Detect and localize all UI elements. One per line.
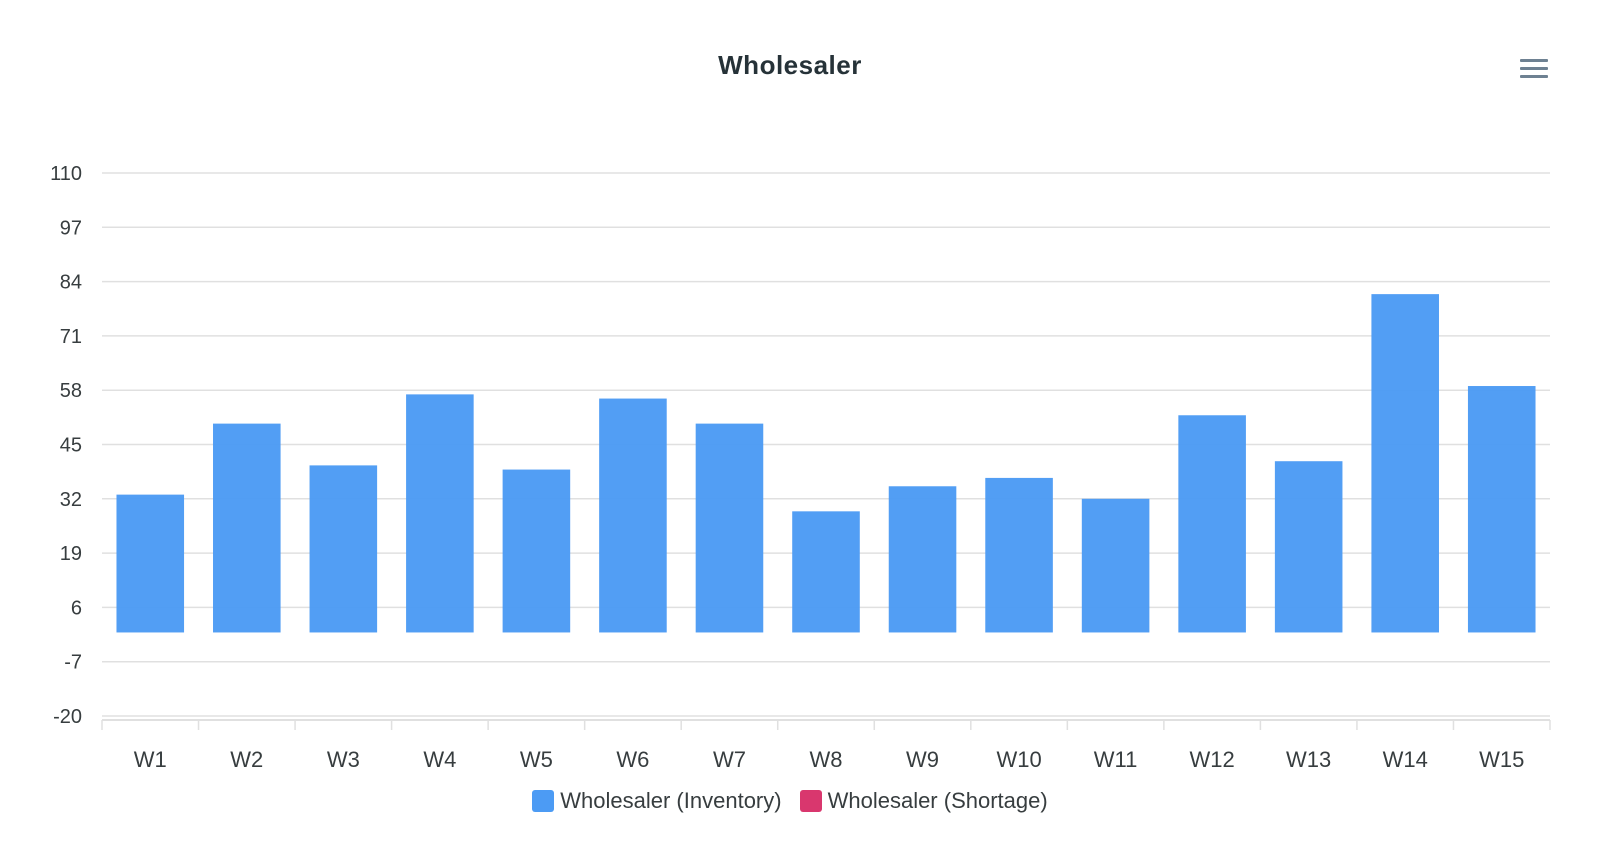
bar-w5-inventory [502, 469, 571, 633]
x-tick-label: W6 [616, 747, 649, 772]
chart-menu-button[interactable] [1518, 56, 1550, 82]
legend-item-shortage[interactable]: Wholesaler (Shortage) [799, 788, 1048, 814]
bar-w8-inventory [792, 511, 860, 633]
legend-marker [799, 790, 822, 812]
x-tick-label: W12 [1190, 747, 1235, 772]
legend-item-inventory[interactable]: Wholesaler (Inventory) [532, 788, 782, 814]
chart-legend: Wholesaler (Inventory) Wholesaler (Shorta… [0, 788, 1580, 814]
legend-marker [532, 790, 555, 812]
x-tick-label: W14 [1383, 747, 1428, 772]
y-tick-label: 6 [71, 597, 82, 619]
x-tick-label: W1 [134, 747, 167, 772]
y-tick-label: 19 [60, 543, 82, 565]
bar-w9-inventory [888, 486, 957, 633]
x-tick-label: W11 [1094, 747, 1138, 772]
y-tick-label: 58 [60, 380, 82, 402]
x-tick-label: W8 [810, 747, 843, 772]
y-tick-label: 32 [60, 489, 82, 511]
bar-w13-inventory [1274, 461, 1343, 633]
chart-title: Wholesaler [718, 50, 862, 80]
x-tick-label: W7 [713, 747, 746, 772]
bar-w1-inventory [116, 494, 185, 633]
bar-w3-inventory [309, 465, 378, 633]
x-tick-label: W13 [1286, 747, 1331, 772]
bar-w15-inventory [1467, 386, 1536, 633]
x-tick-label: W2 [230, 747, 263, 772]
bar-w7-inventory [695, 423, 764, 633]
bar-w6-inventory [599, 398, 667, 633]
bar-w2-inventory [213, 423, 281, 633]
y-tick-label: 71 [60, 326, 82, 348]
y-tick-label: -7 [64, 652, 82, 674]
x-tick-label: W3 [327, 747, 360, 772]
hamburger-menu-icon-line [1520, 75, 1548, 78]
y-tick-label: 97 [60, 217, 82, 239]
x-tick-label: W9 [906, 747, 939, 772]
hamburger-menu-icon-line [1520, 67, 1548, 70]
y-tick-label: -20 [53, 706, 82, 728]
legend-label: Wholesaler (Shortage) [827, 788, 1048, 813]
y-tick-label: 110 [50, 163, 82, 185]
bar-w14-inventory [1371, 294, 1439, 633]
bar-w10-inventory [985, 477, 1053, 633]
y-tick-label: 45 [60, 435, 82, 457]
hamburger-menu-icon [1520, 59, 1548, 62]
bar-w4-inventory [406, 394, 474, 633]
x-tick-label: W15 [1479, 747, 1524, 772]
x-tick-label: W4 [423, 747, 456, 772]
bar-w12-inventory [1178, 415, 1246, 633]
x-tick-label: W5 [520, 747, 553, 772]
bar-w11-inventory [1081, 498, 1150, 633]
x-tick-label: W10 [996, 747, 1041, 772]
legend-label: Wholesaler (Inventory) [560, 788, 782, 813]
y-tick-label: 84 [60, 272, 82, 294]
